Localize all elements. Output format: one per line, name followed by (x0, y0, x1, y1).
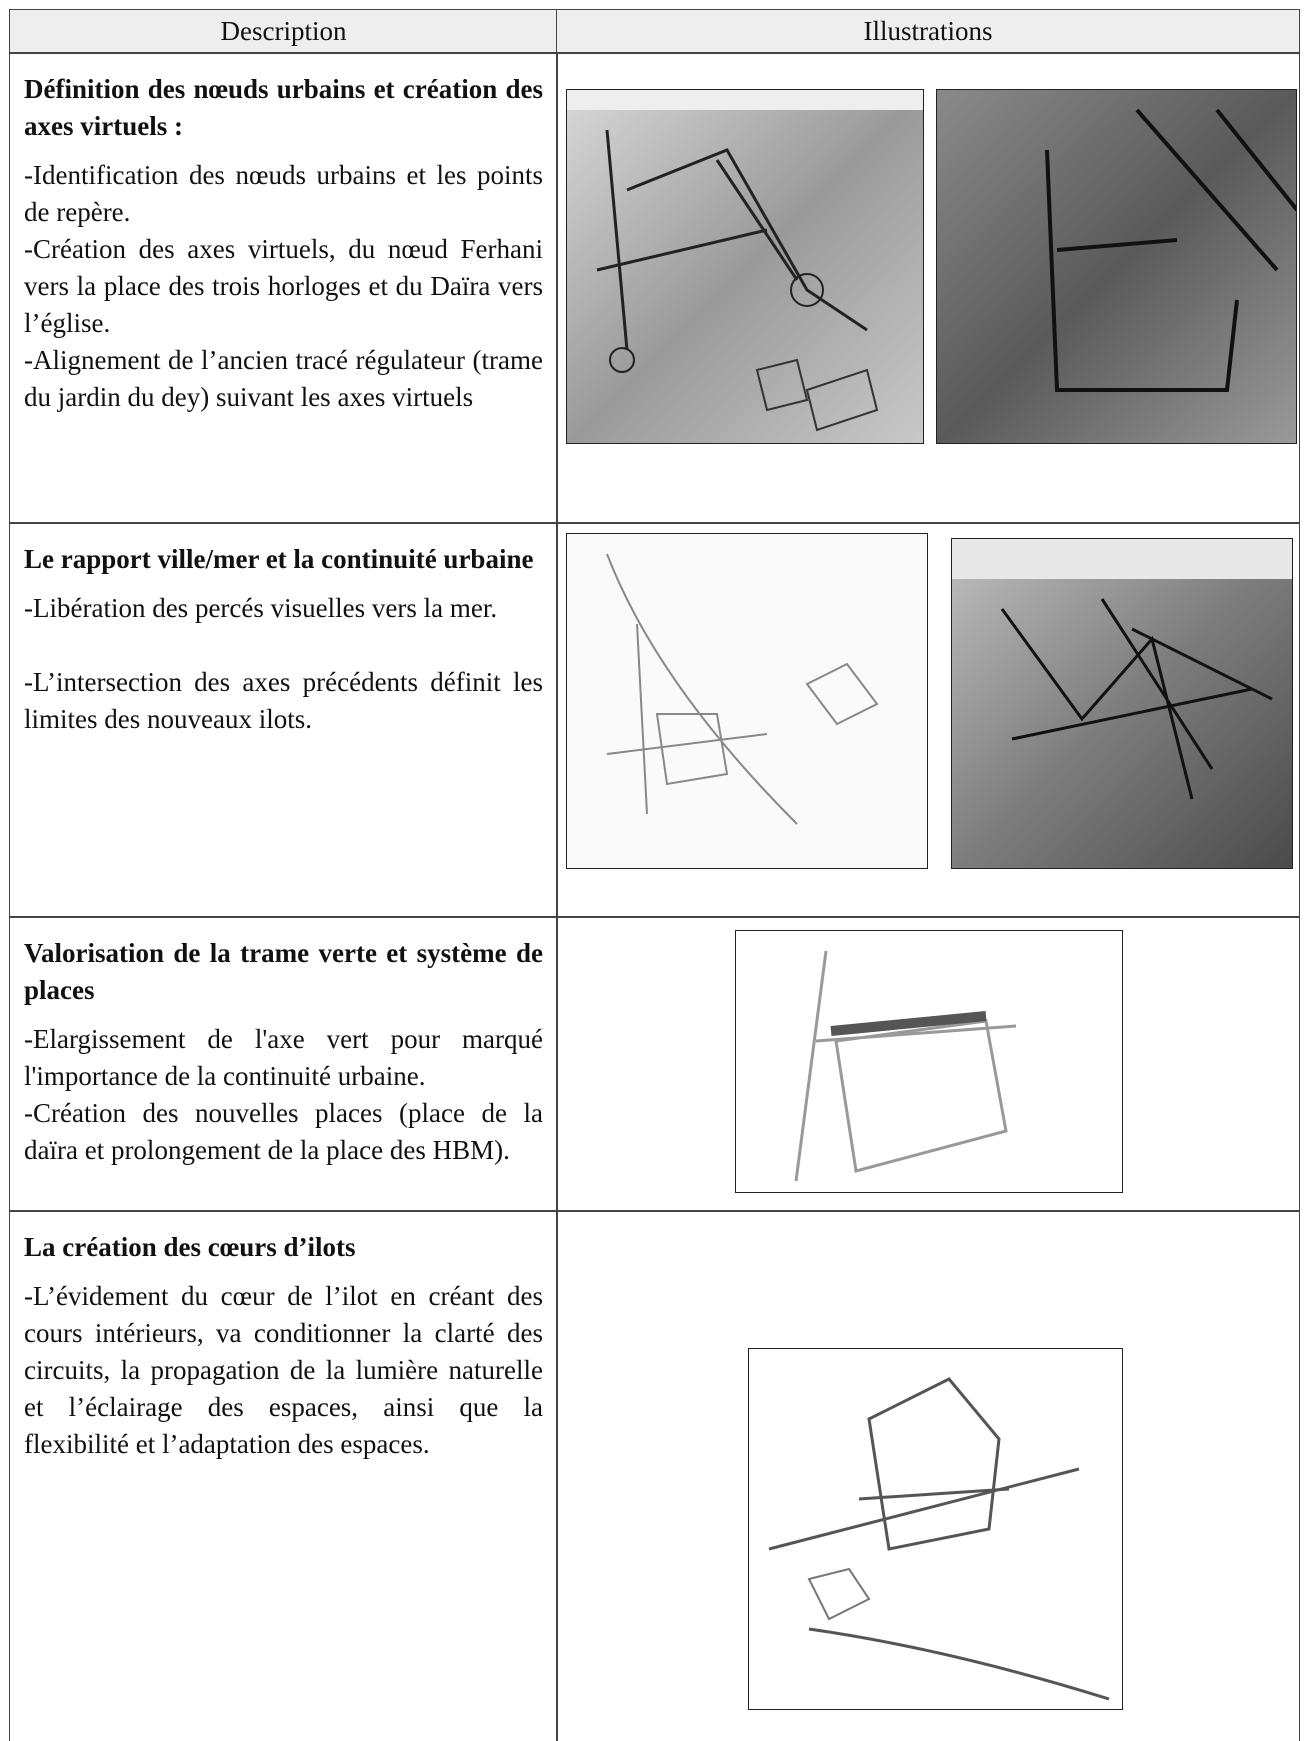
paragraph: -L’intersection des axes précédents défi… (24, 667, 543, 734)
sketch (748, 1348, 1123, 1710)
aerial-photo (566, 89, 924, 444)
header-text: Description (220, 16, 347, 46)
header-text: Illustrations (863, 16, 993, 46)
row-title: La création des cœurs d’ilots (24, 1232, 356, 1262)
paragraph: -Création des axes virtuels, du nœud Fer… (24, 234, 543, 338)
description-cell: La création des cœurs d’ilots -L’évideme… (9, 1210, 558, 1741)
paragraph: -Identification des nœuds urbains et les… (24, 160, 543, 227)
illustration-cell (556, 1210, 1300, 1741)
sketch (735, 930, 1123, 1193)
illustration-cell (556, 52, 1300, 524)
header-cell: Illustrations (556, 9, 1300, 54)
paragraph: -Création des nouvelles places (place de… (24, 1098, 543, 1165)
paragraph: -Elargissement de l'axe vert pour marqué… (24, 1024, 543, 1091)
illustration-cell (556, 522, 1300, 918)
header-cell: Description (9, 9, 558, 54)
aerial-photo (951, 538, 1293, 869)
row-title: Valorisation de la trame verte et systèm… (24, 938, 543, 1005)
description-cell: Le rapport ville/mer et la continuité ur… (9, 522, 558, 918)
description-cell: Valorisation de la trame verte et systèm… (9, 916, 558, 1212)
paragraph: -Libération des percés visuelles vers la… (24, 593, 498, 623)
illustration-cell (556, 916, 1300, 1212)
sketch (566, 533, 928, 869)
aerial-photo (936, 89, 1297, 444)
paragraph: -Alignement de l’ancien tracé régulateur… (24, 345, 543, 412)
row-title: Le rapport ville/mer et la continuité ur… (24, 544, 534, 574)
row-title: Définition des nœuds urbains et création… (24, 74, 543, 141)
description-cell: Définition des nœuds urbains et création… (9, 52, 558, 524)
paragraph: -L’évidement du cœur de l’ilot en créant… (24, 1281, 543, 1459)
